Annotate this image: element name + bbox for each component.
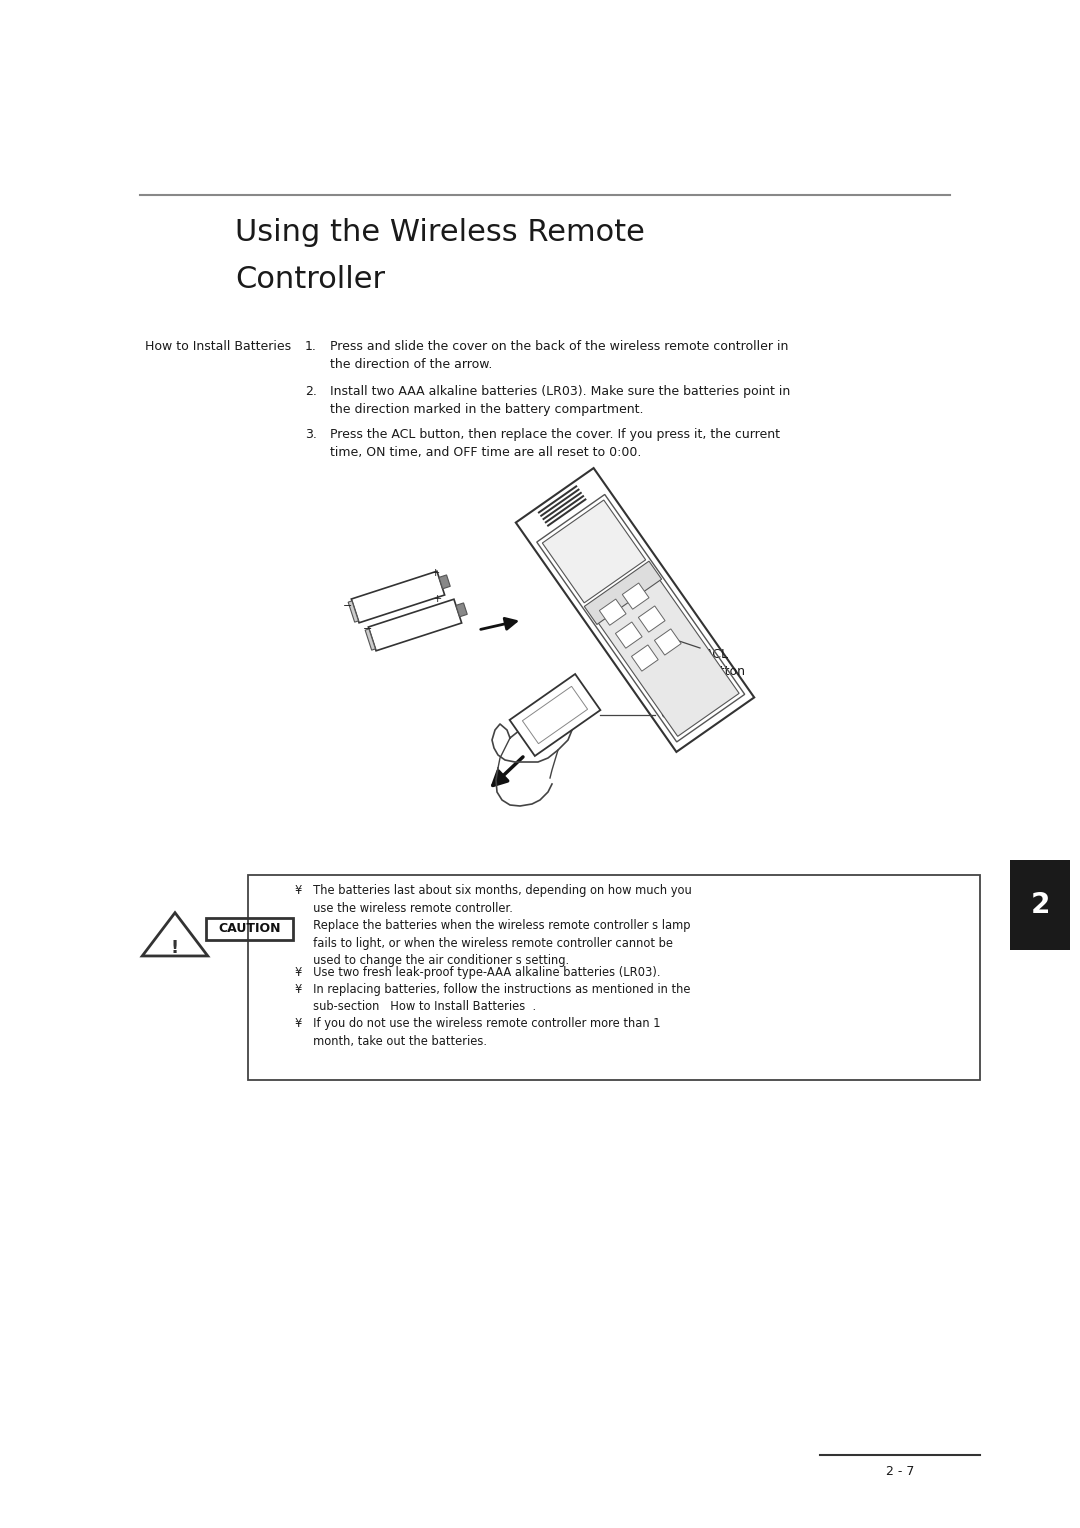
Polygon shape xyxy=(638,607,665,633)
Polygon shape xyxy=(348,601,359,622)
Text: CAUTION: CAUTION xyxy=(218,923,281,935)
Text: ACL
button: ACL button xyxy=(705,648,746,678)
Polygon shape xyxy=(654,630,681,656)
Polygon shape xyxy=(544,495,584,524)
Polygon shape xyxy=(516,468,754,752)
Text: ¥   If you do not use the wireless remote controller more than 1
     month, tak: ¥ If you do not use the wireless remote … xyxy=(295,1018,661,1048)
Text: ¥   The batteries last about six months, depending on how much you
     use the : ¥ The batteries last about six months, d… xyxy=(295,885,692,967)
Text: +: + xyxy=(431,568,441,578)
Text: Controller: Controller xyxy=(235,264,386,293)
Text: 2: 2 xyxy=(1030,891,1050,918)
Text: How to Install Batteries: How to Install Batteries xyxy=(145,341,292,353)
Polygon shape xyxy=(351,571,445,623)
Polygon shape xyxy=(538,484,578,513)
Text: !: ! xyxy=(171,940,179,957)
Text: Press and slide the cover on the back of the wireless remote controller in
the d: Press and slide the cover on the back of… xyxy=(330,341,788,371)
Polygon shape xyxy=(540,489,580,516)
Text: Using the Wireless Remote: Using the Wireless Remote xyxy=(235,219,645,248)
Polygon shape xyxy=(584,561,662,625)
Text: +: + xyxy=(433,594,443,604)
Polygon shape xyxy=(365,630,376,649)
Polygon shape xyxy=(510,674,600,756)
Text: 2 - 7: 2 - 7 xyxy=(886,1465,914,1478)
FancyBboxPatch shape xyxy=(1010,860,1070,950)
Polygon shape xyxy=(438,575,450,588)
Polygon shape xyxy=(542,500,646,604)
Text: Install two AAA alkaline batteries (LR03). Make sure the batteries point in
the : Install two AAA alkaline batteries (LR03… xyxy=(330,385,791,416)
Polygon shape xyxy=(456,604,468,617)
Polygon shape xyxy=(632,645,658,671)
Text: Press the ACL button, then replace the cover. If you press it, the current
time,: Press the ACL button, then replace the c… xyxy=(330,428,780,458)
Text: −: − xyxy=(363,623,372,634)
Polygon shape xyxy=(546,498,586,527)
Polygon shape xyxy=(589,565,739,736)
Polygon shape xyxy=(542,492,582,521)
Text: 2.: 2. xyxy=(305,385,316,397)
Polygon shape xyxy=(599,599,626,625)
Polygon shape xyxy=(368,599,461,651)
Text: ¥   In replacing batteries, follow the instructions as mentioned in the
     sub: ¥ In replacing batteries, follow the ins… xyxy=(295,983,690,1013)
Polygon shape xyxy=(616,622,643,648)
Text: 1.: 1. xyxy=(305,341,316,353)
Text: Cover: Cover xyxy=(660,709,697,721)
Text: −: − xyxy=(342,601,352,611)
Text: 3.: 3. xyxy=(305,428,316,442)
Polygon shape xyxy=(622,584,649,610)
Text: ¥   Use two fresh leak-proof type-AAA alkaline batteries (LR03).: ¥ Use two fresh leak-proof type-AAA alka… xyxy=(295,966,661,979)
